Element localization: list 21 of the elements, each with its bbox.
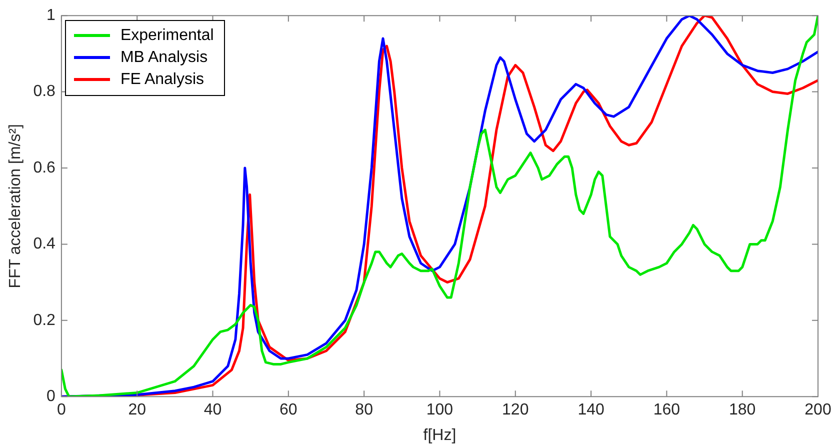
x-tick-label: 120: [502, 402, 529, 419]
x-tick-label: 20: [128, 402, 146, 419]
x-tick-label: 160: [653, 402, 680, 419]
y-tick-label: 0: [46, 388, 56, 406]
x-tick-label: 200: [804, 402, 832, 419]
y-tick-label: 0.4: [33, 236, 56, 253]
x-tick-label: 180: [728, 402, 756, 419]
y-tick-label: 0.6: [33, 159, 56, 176]
y-tick-label: 0.2: [33, 312, 56, 329]
x-tick-label: 100: [426, 402, 454, 419]
x-tick-label: 60: [280, 402, 298, 419]
legend-label: FE Analysis: [120, 70, 204, 90]
x-tick-label: 140: [578, 402, 604, 419]
x-tick-label: 40: [204, 402, 222, 419]
legend-label: Experimental: [120, 26, 214, 46]
y-tick-label: 0.8: [33, 83, 56, 100]
x-axis-title: f[Hz]: [423, 426, 456, 444]
y-axis-title: FFT acceleration [m/s²]: [7, 124, 24, 288]
y-tick-label: 1: [46, 7, 56, 24]
legend-label: MB Analysis: [120, 48, 208, 68]
x-tick-label: 80: [355, 402, 374, 419]
